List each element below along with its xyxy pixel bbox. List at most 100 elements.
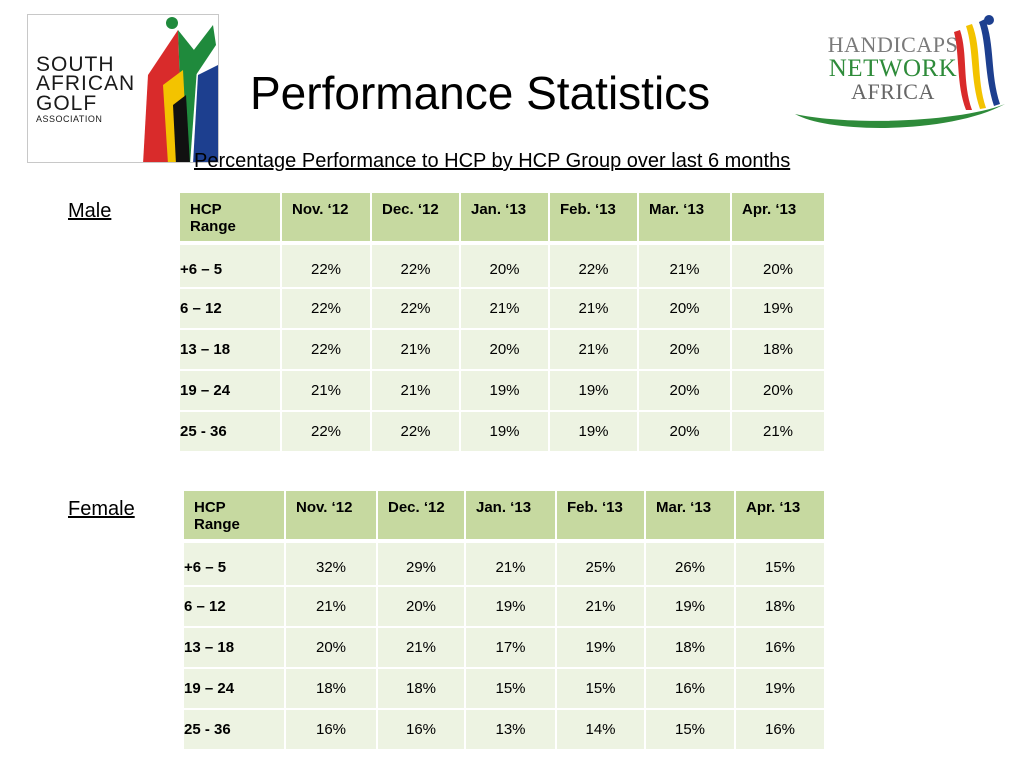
value-cell: 13% xyxy=(466,708,557,749)
male-header-cell: Dec. ‘12 xyxy=(372,193,461,241)
male-header-cell: Mar. ‘13 xyxy=(639,193,732,241)
value-cell: 18% xyxy=(646,626,736,667)
value-cell: 16% xyxy=(736,708,824,749)
value-cell: 20% xyxy=(639,369,732,410)
page-subtitle: Percentage Performance to HCP by HCP Gro… xyxy=(194,150,791,172)
male-header-cell: Apr. ‘13 xyxy=(732,193,824,241)
value-cell: 20% xyxy=(732,241,824,287)
table-row: 13 – 18 22% 21% 20% 21% 20% 18% xyxy=(180,328,824,369)
saga-logo-text: SOUTH AFRICAN GOLF ASSOCIATION xyxy=(36,53,136,124)
value-cell: 15% xyxy=(646,708,736,749)
value-cell: 18% xyxy=(732,328,824,369)
hcp-range-cell: 13 – 18 xyxy=(180,328,282,369)
table-row: 19 – 24 18% 18% 15% 15% 16% 19% xyxy=(184,667,824,708)
value-cell: 19% xyxy=(461,410,550,451)
value-cell: 26% xyxy=(646,539,736,585)
hcp-range-cell: 19 – 24 xyxy=(184,667,286,708)
table-row: 19 – 24 21% 21% 19% 19% 20% 20% xyxy=(180,369,824,410)
male-header-cell: Jan. ‘13 xyxy=(461,193,550,241)
hcp-range-cell: 6 – 12 xyxy=(180,287,282,328)
male-label: Male xyxy=(68,200,112,222)
value-cell: 14% xyxy=(557,708,646,749)
male-header-cell: Nov. ‘12 xyxy=(282,193,372,241)
female-header-cell: Nov. ‘12 xyxy=(286,491,378,539)
value-cell: 22% xyxy=(282,328,372,369)
value-cell: 16% xyxy=(378,708,466,749)
value-cell: 22% xyxy=(550,241,639,287)
page-title: Performance Statistics xyxy=(250,67,711,119)
value-cell: 21% xyxy=(466,539,557,585)
value-cell: 21% xyxy=(550,287,639,328)
table-row: 6 – 12 21% 20% 19% 21% 19% 18% xyxy=(184,585,824,626)
value-cell: 25% xyxy=(557,539,646,585)
value-cell: 22% xyxy=(372,287,461,328)
value-cell: 29% xyxy=(378,539,466,585)
female-header-cell: Apr. ‘13 xyxy=(736,491,824,539)
value-cell: 21% xyxy=(372,369,461,410)
table-row: 6 – 12 22% 22% 21% 21% 20% 19% xyxy=(180,287,824,328)
value-cell: 21% xyxy=(282,369,372,410)
value-cell: 21% xyxy=(378,626,466,667)
value-cell: 18% xyxy=(378,667,466,708)
value-cell: 20% xyxy=(378,585,466,626)
female-header-cell: Mar. ‘13 xyxy=(646,491,736,539)
value-cell: 19% xyxy=(736,667,824,708)
value-cell: 16% xyxy=(286,708,378,749)
value-cell: 22% xyxy=(372,241,461,287)
female-header-cell: Dec. ‘12 xyxy=(378,491,466,539)
value-cell: 20% xyxy=(639,328,732,369)
value-cell: 20% xyxy=(732,369,824,410)
value-cell: 20% xyxy=(639,410,732,451)
value-cell: 21% xyxy=(372,328,461,369)
hna-logo-text: HANDICAPS NETWORK AFRICA xyxy=(827,32,959,104)
hcp-range-cell: +6 – 5 xyxy=(184,539,286,585)
value-cell: 21% xyxy=(550,328,639,369)
value-cell: 21% xyxy=(639,241,732,287)
value-cell: 19% xyxy=(732,287,824,328)
male-header-cell: Feb. ‘13 xyxy=(550,193,639,241)
value-cell: 20% xyxy=(461,241,550,287)
swoosh-golfer-icon xyxy=(795,15,1005,128)
value-cell: 21% xyxy=(286,585,378,626)
value-cell: 16% xyxy=(646,667,736,708)
hcp-range-cell: 6 – 12 xyxy=(184,585,286,626)
hcp-range-cell: 25 - 36 xyxy=(180,410,282,451)
value-cell: 22% xyxy=(282,241,372,287)
value-cell: 19% xyxy=(646,585,736,626)
female-header-cell: HCP Range xyxy=(184,491,286,539)
male-header-row: HCP Range Nov. ‘12 Dec. ‘12 Jan. ‘13 Feb… xyxy=(180,193,824,241)
value-cell: 15% xyxy=(557,667,646,708)
table-row: +6 – 5 22% 22% 20% 22% 21% 20% xyxy=(180,241,824,287)
female-header-cell: Jan. ‘13 xyxy=(466,491,557,539)
male-header-cell: HCP Range xyxy=(180,193,282,241)
value-cell: 21% xyxy=(732,410,824,451)
table-row: 13 – 18 20% 21% 17% 19% 18% 16% xyxy=(184,626,824,667)
golfer-flag-icon xyxy=(143,17,218,162)
value-cell: 22% xyxy=(372,410,461,451)
value-cell: 20% xyxy=(286,626,378,667)
value-cell: 18% xyxy=(286,667,378,708)
table-row: +6 – 5 32% 29% 21% 25% 26% 15% xyxy=(184,539,824,585)
table-row: 25 - 36 16% 16% 13% 14% 15% 16% xyxy=(184,708,824,749)
value-cell: 20% xyxy=(639,287,732,328)
value-cell: 22% xyxy=(282,287,372,328)
saga-logo: SOUTH AFRICAN GOLF ASSOCIATION xyxy=(27,14,219,163)
female-table: HCP Range Nov. ‘12 Dec. ‘12 Jan. ‘13 Feb… xyxy=(184,491,824,749)
table-row: 25 - 36 22% 22% 19% 19% 20% 21% xyxy=(180,410,824,451)
hcp-range-cell: +6 – 5 xyxy=(180,241,282,287)
female-label: Female xyxy=(68,498,135,520)
value-cell: 21% xyxy=(461,287,550,328)
value-cell: 19% xyxy=(466,585,557,626)
value-cell: 18% xyxy=(736,585,824,626)
male-table: HCP Range Nov. ‘12 Dec. ‘12 Jan. ‘13 Feb… xyxy=(180,193,824,451)
value-cell: 19% xyxy=(550,410,639,451)
value-cell: 15% xyxy=(736,539,824,585)
value-cell: 19% xyxy=(550,369,639,410)
female-header-row: HCP Range Nov. ‘12 Dec. ‘12 Jan. ‘13 Feb… xyxy=(184,491,824,539)
value-cell: 19% xyxy=(557,626,646,667)
value-cell: 20% xyxy=(461,328,550,369)
value-cell: 22% xyxy=(282,410,372,451)
hcp-range-cell: 25 - 36 xyxy=(184,708,286,749)
hcp-range-cell: 13 – 18 xyxy=(184,626,286,667)
value-cell: 32% xyxy=(286,539,378,585)
